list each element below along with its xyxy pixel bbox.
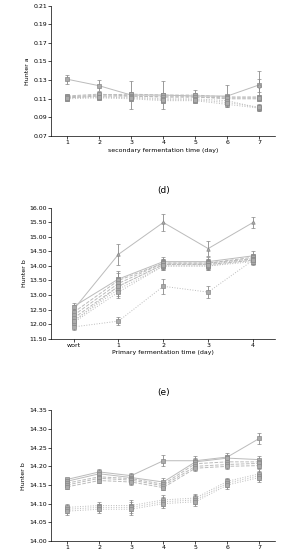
Text: (d): (d) [157,185,170,195]
Text: (e): (e) [157,388,170,397]
Y-axis label: Hunter b: Hunter b [22,259,26,287]
Y-axis label: Hunter a: Hunter a [26,57,30,84]
Y-axis label: Hunter b: Hunter b [21,462,26,490]
X-axis label: Primary fermentation time (day): Primary fermentation time (day) [112,351,214,355]
X-axis label: secondary fermentation time (day): secondary fermentation time (day) [108,148,218,153]
